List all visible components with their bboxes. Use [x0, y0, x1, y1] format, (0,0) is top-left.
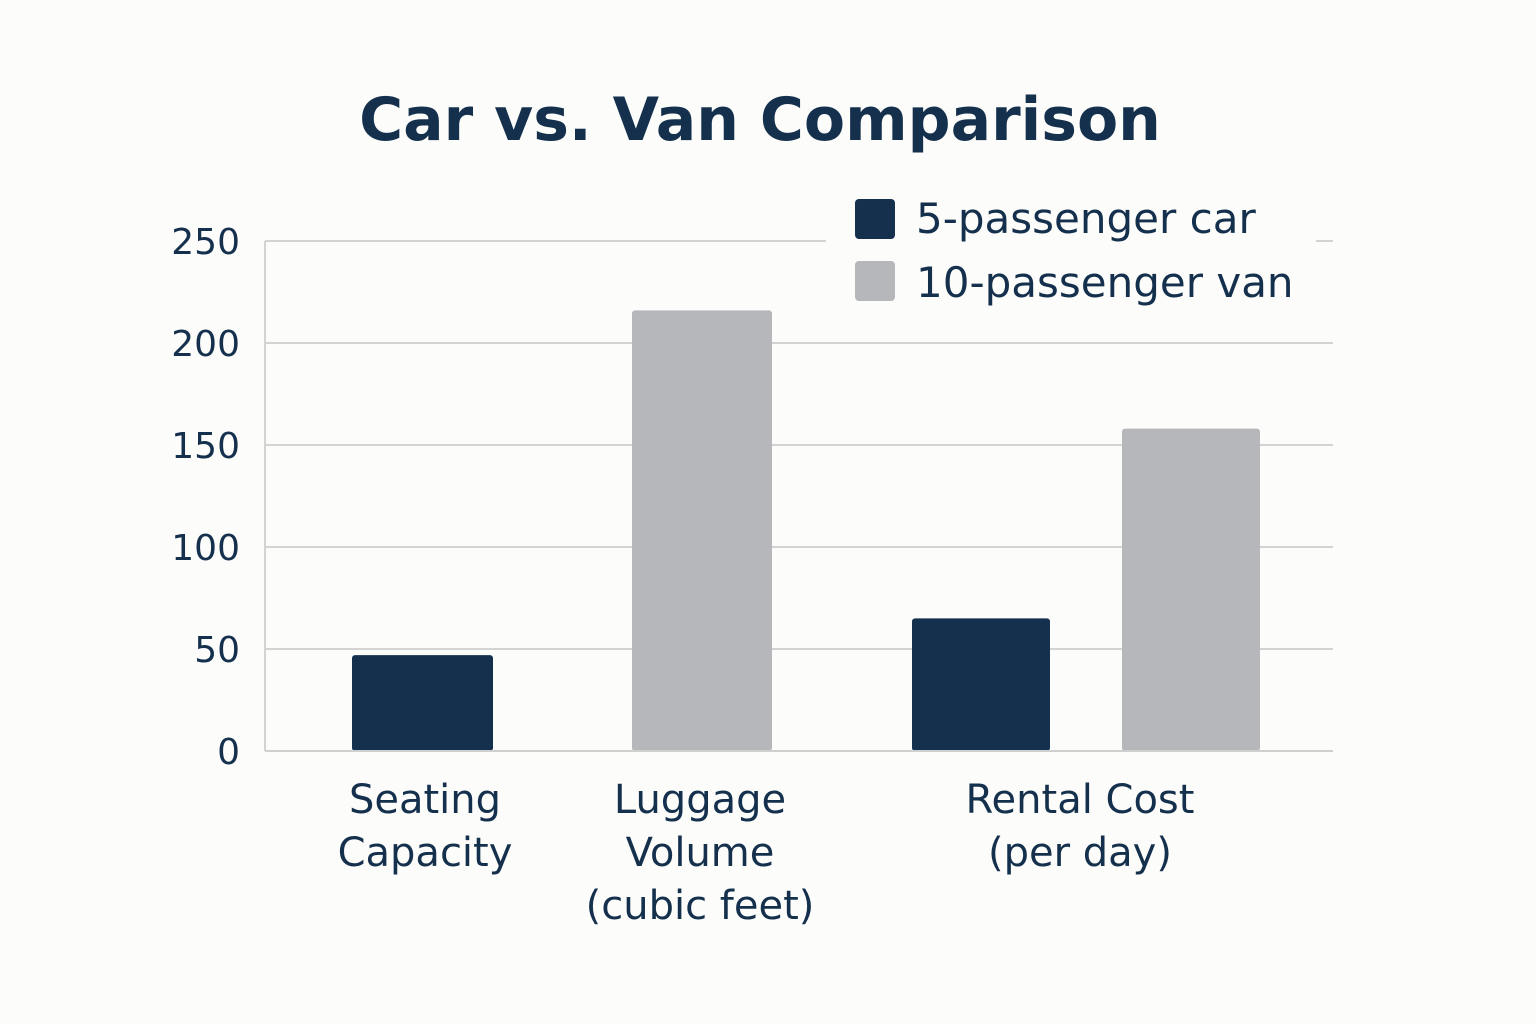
y-tick-label: 0	[217, 732, 240, 773]
x-category-line: Volume	[626, 830, 775, 876]
legend: 5-passenger car 10-passenger van	[826, 185, 1316, 315]
x-category-label: Luggage Volume (cubic feet)	[586, 777, 815, 929]
bar-car	[912, 618, 1050, 751]
legend-swatch-van	[855, 261, 895, 301]
legend-label-car: 5-passenger car	[916, 194, 1256, 243]
y-tick-label: 150	[171, 426, 240, 467]
legend-label-van: 10-passenger van	[916, 258, 1294, 307]
x-category-line: Luggage	[614, 777, 786, 823]
x-axis: Seating Capacity Luggage Volume (cubic feet)…	[265, 750, 1333, 929]
bar-van	[632, 310, 772, 751]
y-tick-label: 200	[171, 324, 240, 365]
y-tick-label: 50	[194, 630, 240, 671]
bar-car	[352, 655, 493, 751]
x-category-line: Seating	[349, 777, 501, 823]
y-axis: 0 50 100 150 200 250	[171, 222, 266, 773]
y-tick-label: 100	[171, 528, 240, 569]
legend-background	[826, 185, 1316, 315]
x-category-line: (cubic feet)	[586, 883, 815, 929]
y-tick-label: 250	[171, 222, 240, 263]
legend-swatch-car	[855, 199, 895, 239]
x-category-line: (per day)	[988, 830, 1172, 876]
chart-title: Car vs. Van Comparison	[359, 85, 1161, 155]
x-category-line: Rental Cost	[966, 777, 1195, 823]
bars	[352, 310, 1260, 751]
x-category-label: Rental Cost (per day)	[966, 777, 1195, 876]
x-category-line: Capacity	[338, 830, 513, 876]
x-category-label: Seating Capacity	[338, 777, 513, 876]
bar-van	[1122, 428, 1260, 751]
